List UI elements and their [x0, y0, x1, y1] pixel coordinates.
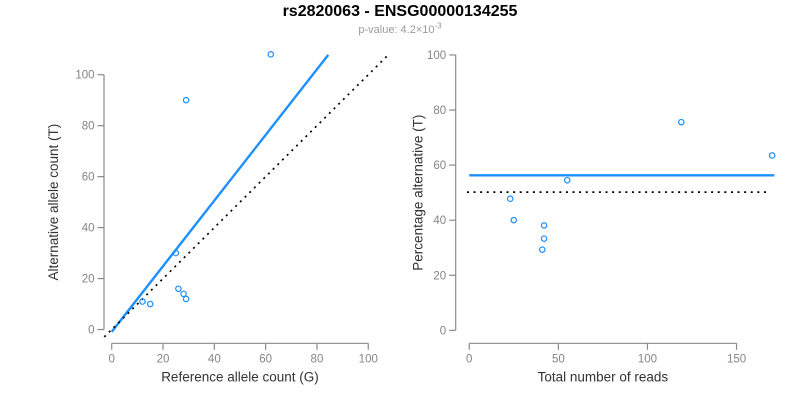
y-tick-label: 0 [88, 325, 94, 337]
y-axis-title: Percentage alternative (T) [411, 115, 426, 271]
x-tick-label: 100 [638, 353, 657, 365]
data-point [510, 216, 518, 224]
x-axis-title: Total number of reads [538, 369, 669, 384]
pvalue-label: p-value: 4.2×10 [358, 24, 435, 36]
pvalue-exponent: -3 [434, 21, 442, 31]
x-tick-label: 0 [466, 353, 472, 365]
figure-subtitle: p-value: 4.2×10-3 [0, 21, 800, 36]
y-tick-label: 100 [75, 70, 94, 82]
data-point [267, 51, 275, 58]
y-tick-label: 80 [433, 105, 446, 117]
data-point [139, 298, 146, 305]
data-point [182, 96, 190, 104]
identity-line [103, 55, 388, 338]
fitted-proportion-line [110, 54, 330, 333]
x-tick-label: 20 [157, 353, 170, 365]
data-point [172, 249, 180, 257]
y-tick-label: 40 [433, 215, 446, 227]
data-point [180, 290, 187, 298]
data-point [539, 246, 546, 253]
data-point [768, 152, 776, 159]
data-point [678, 118, 685, 126]
y-tick-label: 80 [82, 121, 95, 133]
x-tick-label: 80 [311, 353, 324, 365]
y-tick-label: 40 [82, 223, 95, 235]
y-tick-label: 60 [82, 172, 95, 184]
data-point [506, 195, 514, 203]
data-point [540, 222, 548, 229]
data-point [540, 235, 548, 242]
y-tick-label: 20 [82, 274, 95, 286]
allele-count-scatter: 0 20 40 60 80 100 0 20 40 60 80 100 Reference allele… [46, 51, 388, 384]
y-tick-label: 60 [433, 160, 446, 172]
x-tick-label: 40 [208, 353, 221, 365]
data-point [175, 285, 182, 293]
x-tick-label: 150 [727, 353, 746, 365]
data-point [563, 176, 571, 184]
x-tick-label: 60 [259, 353, 272, 365]
y-tick-label: 0 [440, 325, 446, 337]
x-tick-label: 100 [359, 353, 378, 365]
figure-title: rs2820063 - ENSG00000134255 [282, 3, 518, 20]
percentage-scatter: 0 50 100 150 0 20 40 60 80 100 Total number of rea… [411, 50, 776, 384]
data-point [182, 295, 190, 303]
y-tick-label: 20 [433, 270, 446, 282]
y-axis-title: Alternative allele count (T) [46, 124, 61, 281]
data-point [146, 300, 154, 308]
x-axis-title: Reference allele count (G) [161, 369, 319, 384]
x-tick-label: 50 [552, 353, 565, 365]
x-tick-label: 0 [108, 353, 114, 365]
y-tick-label: 100 [427, 50, 446, 62]
